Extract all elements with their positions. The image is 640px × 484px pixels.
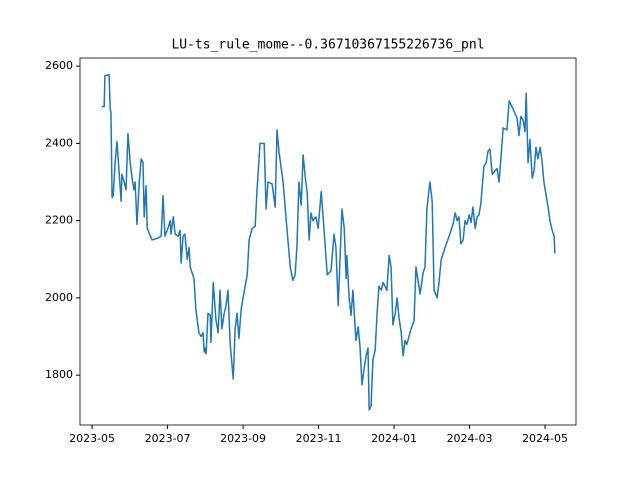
line [101, 73, 556, 411]
x-tick-label: 2023-11 [296, 432, 342, 445]
y-tick-label: 2000 [45, 291, 73, 304]
x-tick-label: 2024-05 [522, 432, 568, 445]
y-tick-label: 2200 [45, 214, 73, 227]
y-tick-label: 2600 [45, 59, 73, 72]
x-tick-label: 2023-09 [220, 432, 266, 445]
y-tick-label: 1800 [45, 368, 73, 381]
x-tick-label: 2023-05 [69, 432, 115, 445]
x-tick-label: 2024-01 [371, 432, 417, 445]
x-tick-label: 2024-03 [447, 432, 493, 445]
y-tick-label: 2400 [45, 136, 73, 149]
plot-frame [79, 57, 577, 426]
chart-title: LU-ts_rule_mome--0.36710367155226736_pnl [171, 38, 484, 53]
x-tick-label: 2023-07 [145, 432, 191, 445]
